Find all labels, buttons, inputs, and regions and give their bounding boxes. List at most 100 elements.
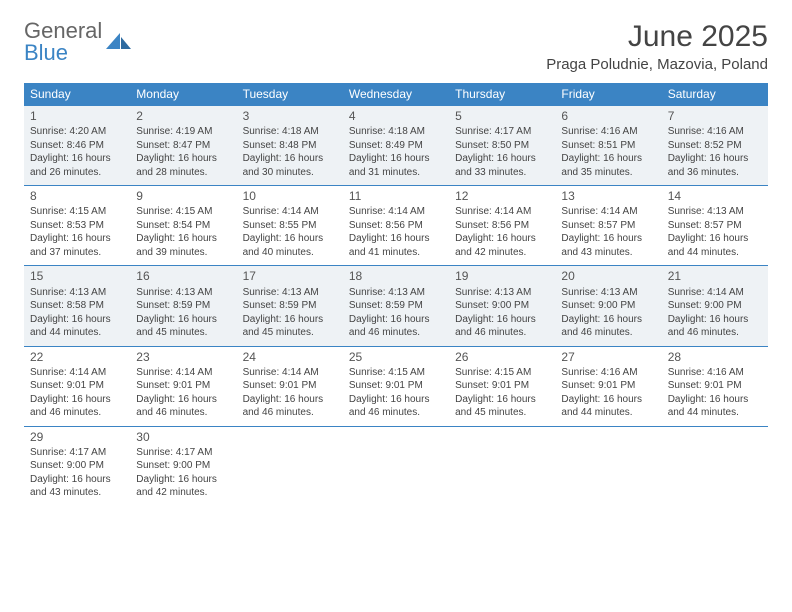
day-number: 14 [668,188,762,204]
sunrise-line: Sunrise: 4:17 AM [30,446,124,460]
sunset-line: Sunset: 9:00 PM [561,299,655,313]
sunrise-line: Sunrise: 4:14 AM [455,205,549,219]
daylight-line: Daylight: 16 hours and 42 minutes. [136,473,230,500]
sunset-line: Sunset: 8:52 PM [668,139,762,153]
location-text: Praga Poludnie, Mazovia, Poland [546,56,768,73]
calendar-day-cell [662,426,768,506]
calendar-day-cell: 6Sunrise: 4:16 AMSunset: 8:51 PMDaylight… [555,106,661,186]
sunrise-line: Sunrise: 4:14 AM [668,286,762,300]
sunset-line: Sunset: 8:59 PM [243,299,337,313]
sunrise-line: Sunrise: 4:18 AM [349,125,443,139]
sunrise-line: Sunrise: 4:15 AM [455,366,549,380]
title-block: June 2025 Praga Poludnie, Mazovia, Polan… [546,20,768,73]
sunset-line: Sunset: 9:01 PM [30,379,124,393]
calendar-day-cell: 10Sunrise: 4:14 AMSunset: 8:55 PMDayligh… [237,186,343,266]
sunrise-line: Sunrise: 4:14 AM [136,366,230,380]
day-number: 19 [455,268,549,284]
calendar-day-cell: 12Sunrise: 4:14 AMSunset: 8:56 PMDayligh… [449,186,555,266]
sunrise-line: Sunrise: 4:14 AM [243,366,337,380]
calendar-day-cell: 23Sunrise: 4:14 AMSunset: 9:01 PMDayligh… [130,346,236,426]
calendar-day-cell: 30Sunrise: 4:17 AMSunset: 9:00 PMDayligh… [130,426,236,506]
sail-icon [106,33,132,51]
daylight-line: Daylight: 16 hours and 46 minutes. [349,393,443,420]
calendar-day-cell: 29Sunrise: 4:17 AMSunset: 9:00 PMDayligh… [24,426,130,506]
calendar-week-row: 22Sunrise: 4:14 AMSunset: 9:01 PMDayligh… [24,346,768,426]
day-number: 5 [455,108,549,124]
sunrise-line: Sunrise: 4:14 AM [243,205,337,219]
month-title: June 2025 [546,20,768,54]
day-number: 20 [561,268,655,284]
day-number: 18 [349,268,443,284]
calendar-day-cell: 4Sunrise: 4:18 AMSunset: 8:49 PMDaylight… [343,106,449,186]
logo-text: General Blue [24,20,102,64]
day-number: 9 [136,188,230,204]
day-number: 8 [30,188,124,204]
day-number: 28 [668,349,762,365]
sunset-line: Sunset: 8:57 PM [561,219,655,233]
day-number: 12 [455,188,549,204]
daylight-line: Daylight: 16 hours and 45 minutes. [136,313,230,340]
sunset-line: Sunset: 8:57 PM [668,219,762,233]
daylight-line: Daylight: 16 hours and 36 minutes. [668,152,762,179]
sunset-line: Sunset: 8:59 PM [349,299,443,313]
sunset-line: Sunset: 8:56 PM [455,219,549,233]
calendar-week-row: 8Sunrise: 4:15 AMSunset: 8:53 PMDaylight… [24,186,768,266]
calendar-day-cell [237,426,343,506]
sunset-line: Sunset: 8:48 PM [243,139,337,153]
sunset-line: Sunset: 8:51 PM [561,139,655,153]
daylight-line: Daylight: 16 hours and 33 minutes. [455,152,549,179]
day-number: 13 [561,188,655,204]
calendar-week-row: 15Sunrise: 4:13 AMSunset: 8:58 PMDayligh… [24,266,768,346]
sunrise-line: Sunrise: 4:19 AM [136,125,230,139]
sunrise-line: Sunrise: 4:15 AM [136,205,230,219]
day-number: 21 [668,268,762,284]
daylight-line: Daylight: 16 hours and 45 minutes. [243,313,337,340]
sunrise-line: Sunrise: 4:13 AM [243,286,337,300]
sunrise-line: Sunrise: 4:15 AM [349,366,443,380]
daylight-line: Daylight: 16 hours and 43 minutes. [561,232,655,259]
sunset-line: Sunset: 9:00 PM [136,459,230,473]
calendar-day-cell: 5Sunrise: 4:17 AMSunset: 8:50 PMDaylight… [449,106,555,186]
calendar-week-row: 1Sunrise: 4:20 AMSunset: 8:46 PMDaylight… [24,106,768,186]
weekday-header: Monday [130,83,236,106]
daylight-line: Daylight: 16 hours and 35 minutes. [561,152,655,179]
day-number: 16 [136,268,230,284]
daylight-line: Daylight: 16 hours and 46 minutes. [561,313,655,340]
calendar-day-cell: 18Sunrise: 4:13 AMSunset: 8:59 PMDayligh… [343,266,449,346]
page-header: General Blue June 2025 Praga Poludnie, M… [24,20,768,73]
sunset-line: Sunset: 9:00 PM [455,299,549,313]
weekday-header: Thursday [449,83,555,106]
calendar-day-cell: 9Sunrise: 4:15 AMSunset: 8:54 PMDaylight… [130,186,236,266]
sunset-line: Sunset: 9:01 PM [455,379,549,393]
calendar-day-cell: 20Sunrise: 4:13 AMSunset: 9:00 PMDayligh… [555,266,661,346]
sunrise-line: Sunrise: 4:17 AM [455,125,549,139]
weekday-header: Sunday [24,83,130,106]
sunrise-line: Sunrise: 4:16 AM [561,125,655,139]
day-number: 26 [455,349,549,365]
sunset-line: Sunset: 8:58 PM [30,299,124,313]
calendar-day-cell [449,426,555,506]
calendar-day-cell: 22Sunrise: 4:14 AMSunset: 9:01 PMDayligh… [24,346,130,426]
daylight-line: Daylight: 16 hours and 45 minutes. [455,393,549,420]
calendar-day-cell: 16Sunrise: 4:13 AMSunset: 8:59 PMDayligh… [130,266,236,346]
logo: General Blue [24,20,132,64]
day-number: 22 [30,349,124,365]
sunset-line: Sunset: 8:55 PM [243,219,337,233]
daylight-line: Daylight: 16 hours and 31 minutes. [349,152,443,179]
calendar-day-cell [555,426,661,506]
logo-word-blue: Blue [24,40,68,65]
daylight-line: Daylight: 16 hours and 30 minutes. [243,152,337,179]
day-number: 27 [561,349,655,365]
day-number: 7 [668,108,762,124]
calendar-day-cell: 2Sunrise: 4:19 AMSunset: 8:47 PMDaylight… [130,106,236,186]
calendar-day-cell: 1Sunrise: 4:20 AMSunset: 8:46 PMDaylight… [24,106,130,186]
sunrise-line: Sunrise: 4:14 AM [561,205,655,219]
sunset-line: Sunset: 9:01 PM [561,379,655,393]
day-number: 29 [30,429,124,445]
sunset-line: Sunset: 9:01 PM [136,379,230,393]
day-number: 3 [243,108,337,124]
calendar-day-cell: 19Sunrise: 4:13 AMSunset: 9:00 PMDayligh… [449,266,555,346]
calendar-day-cell: 11Sunrise: 4:14 AMSunset: 8:56 PMDayligh… [343,186,449,266]
day-number: 6 [561,108,655,124]
sunset-line: Sunset: 9:01 PM [349,379,443,393]
